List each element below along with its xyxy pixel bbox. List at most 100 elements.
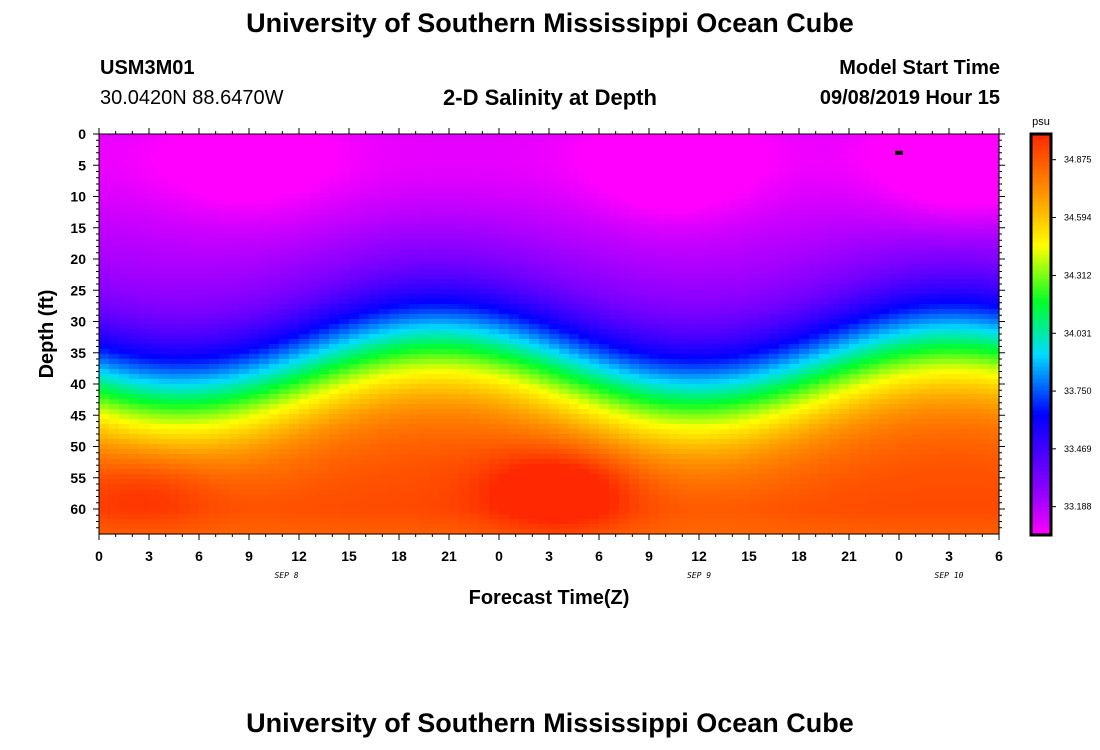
heatmap-cell: [529, 519, 540, 525]
heatmap-cell: [609, 499, 620, 505]
heatmap-cell: [129, 239, 140, 245]
heatmap-cell: [519, 239, 530, 245]
heatmap-cell: [689, 314, 700, 320]
heatmap-cell: [249, 179, 260, 185]
heatmap-cell: [679, 334, 690, 340]
heatmap-cell: [199, 314, 210, 320]
heatmap-cell: [699, 379, 710, 385]
heatmap-cell: [329, 279, 340, 285]
heatmap-cell: [659, 144, 670, 150]
heatmap-cell: [679, 344, 690, 350]
heatmap-cell: [429, 149, 440, 155]
heatmap-cell: [179, 359, 190, 365]
heatmap-cell: [529, 459, 540, 465]
heatmap-cell: [559, 149, 570, 155]
heatmap-cell: [429, 304, 440, 310]
heatmap-cell: [419, 409, 430, 415]
heatmap-cell: [159, 204, 170, 210]
heatmap-cell: [289, 439, 300, 445]
heatmap-cell: [479, 529, 490, 535]
heatmap-cell: [139, 524, 150, 530]
heatmap-cell: [609, 329, 620, 335]
heatmap-cell: [369, 224, 380, 230]
heatmap-cell: [659, 429, 670, 435]
heatmap-cell: [519, 424, 530, 430]
heatmap-cell: [329, 179, 340, 185]
heatmap-cell: [129, 454, 140, 460]
heatmap-cell: [489, 429, 500, 435]
heatmap-cell: [99, 309, 110, 315]
heatmap-cell: [569, 174, 580, 180]
heatmap-cell: [529, 419, 540, 425]
heatmap-cell: [289, 174, 300, 180]
heatmap-cell: [559, 429, 570, 435]
heatmap-cell: [339, 169, 350, 175]
heatmap-cell: [119, 489, 130, 495]
heatmap-cell: [569, 489, 580, 495]
heatmap-cell: [319, 279, 330, 285]
heatmap-cell: [449, 484, 460, 490]
heatmap-cell: [319, 364, 330, 370]
heatmap-cell: [229, 254, 240, 260]
heatmap-cell: [569, 414, 580, 420]
heatmap-cell: [629, 139, 640, 145]
heatmap-cell: [599, 289, 610, 295]
heatmap-cell: [239, 499, 250, 505]
heatmap-cell: [449, 439, 460, 445]
heatmap-cell: [139, 479, 150, 485]
heatmap-cell: [449, 409, 460, 415]
heatmap-cell: [359, 184, 370, 190]
heatmap-cell: [579, 304, 590, 310]
heatmap-cell: [649, 449, 660, 455]
heatmap-cell: [599, 284, 610, 290]
heatmap-cell: [539, 529, 550, 535]
heatmap-cell: [649, 349, 660, 355]
heatmap-cell: [439, 174, 450, 180]
heatmap-cell: [409, 529, 420, 535]
heatmap-cell: [359, 259, 370, 265]
heatmap-cell: [109, 214, 120, 220]
heatmap-cell: [299, 394, 310, 400]
heatmap-cell: [129, 514, 140, 520]
heatmap-cell: [449, 379, 460, 385]
heatmap-cell: [219, 234, 230, 240]
heatmap-cell: [199, 499, 210, 505]
heatmap-cell: [169, 204, 180, 210]
heatmap-cell: [449, 219, 460, 225]
heatmap-cell: [159, 459, 170, 465]
heatmap-cell: [669, 179, 680, 185]
heatmap-cell: [129, 279, 140, 285]
heatmap-cell: [319, 204, 330, 210]
heatmap-cell: [209, 454, 220, 460]
heatmap-cell: [629, 374, 640, 380]
heatmap-cell: [429, 489, 440, 495]
heatmap-cell: [239, 389, 250, 395]
heatmap-cell: [649, 174, 660, 180]
heatmap-cell: [119, 304, 130, 310]
heatmap-cell: [229, 219, 240, 225]
heatmap-cell: [239, 424, 250, 430]
heatmap-cell: [289, 489, 300, 495]
heatmap-cell: [149, 304, 160, 310]
heatmap-cell: [489, 169, 500, 175]
heatmap-cell: [359, 279, 370, 285]
heatmap-cell: [439, 384, 450, 390]
heatmap-cell: [169, 134, 180, 140]
heatmap-cell: [529, 329, 540, 335]
heatmap-cell: [539, 404, 550, 410]
heatmap-cell: [649, 359, 660, 365]
heatmap-cell: [659, 174, 670, 180]
heatmap-cell: [259, 504, 270, 510]
heatmap-cell: [669, 189, 680, 195]
heatmap-cell: [609, 469, 620, 475]
heatmap-cell: [109, 474, 120, 480]
heatmap-cell: [229, 279, 240, 285]
heatmap-cell: [149, 384, 160, 390]
heatmap-cell: [119, 469, 130, 475]
heatmap-cell: [269, 289, 280, 295]
heatmap-cell: [649, 469, 660, 475]
heatmap-cell: [349, 189, 360, 195]
heatmap-cell: [509, 494, 520, 500]
heatmap-cell: [609, 224, 620, 230]
heatmap-cell: [219, 149, 230, 155]
